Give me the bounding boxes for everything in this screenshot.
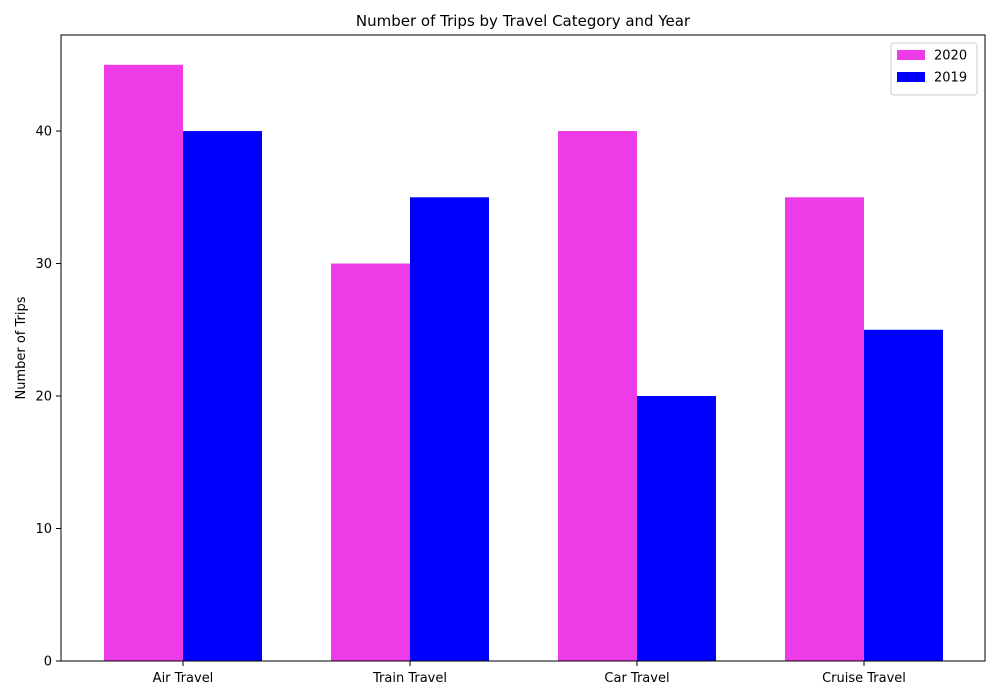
legend-label-2019: 2019 <box>934 71 967 86</box>
x-tick-label: Air Travel <box>153 671 214 686</box>
bar-2020-car-travel <box>558 131 637 661</box>
y-tick-label: 0 <box>44 655 52 670</box>
bar-2019-cruise-travel <box>864 329 943 661</box>
bar-2019-train-travel <box>410 197 489 661</box>
y-tick-label: 20 <box>35 390 52 405</box>
legend-swatch-2019 <box>897 72 925 82</box>
y-tick-label: 10 <box>35 522 52 537</box>
y-axis-title: Number of Trips <box>14 296 29 399</box>
legend-swatch-2020 <box>897 50 925 60</box>
legend-label-2020: 2020 <box>934 49 967 64</box>
x-tick-label: Car Travel <box>604 671 669 686</box>
bar-2020-cruise-travel <box>785 197 864 661</box>
bar-2020-air-travel <box>104 64 183 662</box>
plot-frame <box>60 34 986 662</box>
x-tick-label: Cruise Travel <box>822 671 906 686</box>
bars-group <box>104 64 943 662</box>
chart-title: Number of Trips by Travel Category and Y… <box>356 12 691 30</box>
y-tick-label: 30 <box>35 257 52 272</box>
bar-2019-air-travel <box>183 131 262 661</box>
bar-2019-car-travel <box>637 396 716 661</box>
x-axis-ticks: Air Travel Train Travel Car Travel Cruise T… <box>153 661 906 686</box>
bar-2020-train-travel <box>331 263 410 661</box>
legend: 2020 2019 <box>890 42 978 96</box>
y-tick-label: 40 <box>35 125 52 140</box>
y-axis-ticks: 0 10 20 30 40 <box>35 125 61 670</box>
x-tick-label: Train Travel <box>372 671 447 686</box>
